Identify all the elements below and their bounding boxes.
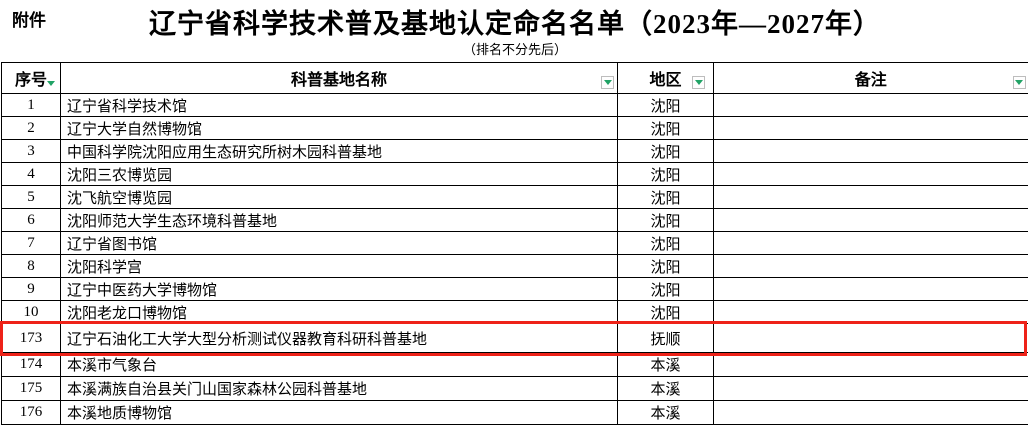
- cell-no: 7: [1, 231, 61, 255]
- table-header-row: 序号 科普基地名称 地区 备注: [1, 62, 1028, 94]
- table-row: 7 辽宁省图书馆 沈阳: [1, 231, 1028, 255]
- column-header-region: 地区: [617, 62, 714, 94]
- cell-no: 10: [1, 300, 61, 324]
- table-row: 176 本溪地质博物馆 本溪: [1, 400, 1028, 425]
- cell-remark: [713, 116, 1028, 140]
- cell-region: 沈阳: [617, 185, 714, 209]
- table-body: 1 辽宁省科学技术馆 沈阳 2 辽宁大学自然博物馆 沈阳 3 中国科学院沈阳应用生态研究所树木…: [1, 93, 1028, 425]
- filter-dropdown-icon[interactable]: [601, 76, 614, 89]
- table-row: 8 沈阳科学宫 沈阳: [1, 254, 1028, 278]
- cell-remark: [713, 376, 1028, 401]
- cell-no: 176: [1, 400, 61, 425]
- attachment-label: 附件: [12, 11, 46, 30]
- table-row: 10 沈阳老龙口博物馆 沈阳: [1, 300, 1028, 324]
- cell-name: 辽宁大学自然博物馆: [60, 116, 618, 140]
- cell-no: 9: [1, 277, 61, 301]
- cell-remark: [713, 162, 1028, 186]
- cell-no: 1: [1, 93, 61, 117]
- table-row: 175 本溪满族自治县关门山国家森林公园科普基地 本溪: [1, 376, 1028, 401]
- cell-name: 辽宁石油化工大学大型分析测试仪器教育科研科普基地: [60, 323, 618, 353]
- cell-remark: [713, 277, 1028, 301]
- cell-name: 本溪市气象台: [60, 352, 618, 377]
- cell-remark: [713, 323, 1028, 353]
- cell-name: 沈阳老龙口博物馆: [60, 300, 618, 324]
- cell-name: 辽宁省图书馆: [60, 231, 618, 255]
- filter-dropdown-icon[interactable]: [1012, 76, 1026, 89]
- cell-name: 辽宁省科学技术馆: [60, 93, 618, 117]
- column-header-name-label: 科普基地名称: [290, 72, 387, 89]
- base-table: 序号 科普基地名称 地区 备注 1 辽宁省科学技术馆 沈阳 2 辽宁大学自然博物馆 沈阳 3…: [1, 62, 1028, 425]
- cell-name: 沈阳师范大学生态环境科普基地: [60, 208, 618, 232]
- cell-region: 沈阳: [617, 277, 714, 301]
- cell-name: 沈阳科学宫: [60, 254, 618, 278]
- page-subtitle: （排名不分先后）: [462, 42, 567, 57]
- column-header-name: 科普基地名称: [60, 62, 618, 94]
- triangle-down-icon: [46, 81, 55, 86]
- filter-dropdown-icon[interactable]: [692, 76, 705, 89]
- cell-remark: [713, 400, 1028, 425]
- cell-no: 3: [1, 139, 61, 163]
- table-row: 1 辽宁省科学技术馆 沈阳: [1, 93, 1028, 117]
- cell-region: 沈阳: [617, 93, 714, 117]
- cell-no: 5: [1, 185, 61, 209]
- column-header-no-label: 序号: [14, 72, 47, 89]
- cell-no: 6: [1, 208, 61, 232]
- cell-remark: [713, 231, 1028, 255]
- cell-region: 沈阳: [617, 254, 714, 278]
- cell-no: 174: [1, 352, 61, 377]
- cell-remark: [713, 208, 1028, 232]
- cell-no: 173: [1, 323, 61, 353]
- table-row: 2 辽宁大学自然博物馆 沈阳: [1, 116, 1028, 140]
- cell-region: 沈阳: [617, 300, 714, 324]
- table-row: 9 辽宁中医药大学博物馆 沈阳: [1, 277, 1028, 301]
- table-row: 4 沈阳三农博览园 沈阳: [1, 162, 1028, 186]
- cell-name: 沈阳三农博览园: [60, 162, 618, 186]
- cell-name: 本溪地质博物馆: [60, 400, 618, 425]
- table-row: 173 辽宁石油化工大学大型分析测试仪器教育科研科普基地 抚顺: [1, 323, 1028, 353]
- cell-remark: [713, 254, 1028, 278]
- cell-no: 2: [1, 116, 61, 140]
- triangle-down-icon: [694, 80, 703, 85]
- cell-name: 本溪满族自治县关门山国家森林公园科普基地: [60, 376, 618, 401]
- column-header-remark: 备注: [713, 62, 1028, 94]
- cell-region: 本溪: [617, 352, 714, 377]
- cell-no: 8: [1, 254, 61, 278]
- cell-region: 沈阳: [617, 162, 714, 186]
- cell-no: 4: [1, 162, 61, 186]
- cell-remark: [713, 352, 1028, 377]
- page-title: 辽宁省科学技术普及基地认定命名名单（2023年—2027年）: [149, 9, 881, 39]
- cell-region: 沈阳: [617, 116, 714, 140]
- cell-region: 沈阳: [617, 208, 714, 232]
- cell-name: 沈飞航空博览园: [60, 185, 618, 209]
- column-header-remark-label: 备注: [854, 72, 887, 89]
- cell-region: 本溪: [617, 376, 714, 401]
- filter-dropdown-icon[interactable]: [46, 80, 55, 87]
- cell-remark: [713, 300, 1028, 324]
- cell-region: 本溪: [617, 400, 714, 425]
- cell-name: 辽宁中医药大学博物馆: [60, 277, 618, 301]
- cell-remark: [713, 139, 1028, 163]
- cell-no: 175: [1, 376, 61, 401]
- cell-remark: [713, 93, 1028, 117]
- column-header-no: 序号: [1, 62, 61, 94]
- table-row: 6 沈阳师范大学生态环境科普基地 沈阳: [1, 208, 1028, 232]
- triangle-down-icon: [603, 80, 612, 85]
- cell-remark: [713, 185, 1028, 209]
- cell-region: 沈阳: [617, 139, 714, 163]
- column-header-region-label: 地区: [649, 72, 682, 89]
- triangle-down-icon: [1015, 80, 1023, 85]
- table-row: 5 沈飞航空博览园 沈阳: [1, 185, 1028, 209]
- cell-region: 沈阳: [617, 231, 714, 255]
- cell-name: 中国科学院沈阳应用生态研究所树木园科普基地: [60, 139, 618, 163]
- table-row: 174 本溪市气象台 本溪: [1, 352, 1028, 377]
- table-row: 3 中国科学院沈阳应用生态研究所树木园科普基地 沈阳: [1, 139, 1028, 163]
- cell-region: 抚顺: [617, 323, 714, 353]
